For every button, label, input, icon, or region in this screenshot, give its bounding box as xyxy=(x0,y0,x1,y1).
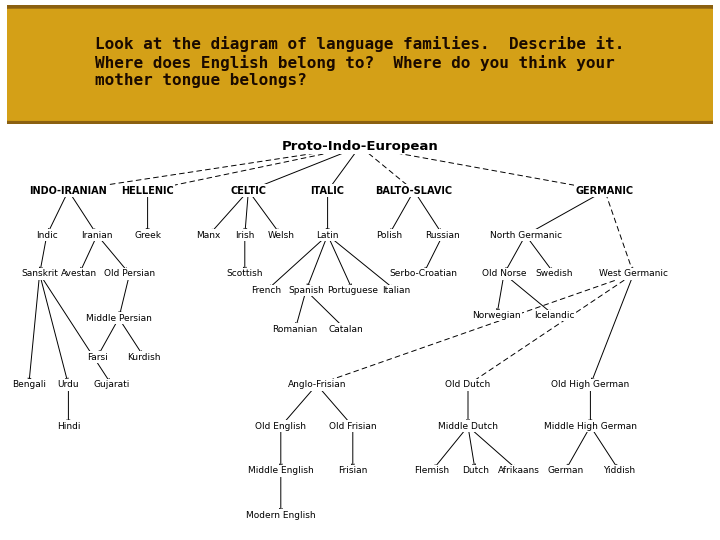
Text: Hindi: Hindi xyxy=(57,422,80,431)
Text: Old Persian: Old Persian xyxy=(104,269,156,279)
Text: Spanish: Spanish xyxy=(288,286,324,295)
Text: Farsi: Farsi xyxy=(87,353,107,362)
Text: Latin: Latin xyxy=(316,231,339,240)
Text: West Germanic: West Germanic xyxy=(599,269,668,279)
Text: French: French xyxy=(251,286,282,295)
Text: Old English: Old English xyxy=(256,422,306,431)
Text: Afrikaans: Afrikaans xyxy=(498,466,539,475)
Text: ITALIC: ITALIC xyxy=(310,186,345,195)
Text: Icelandic: Icelandic xyxy=(534,311,575,320)
Text: Scottish: Scottish xyxy=(227,269,263,279)
Text: Greek: Greek xyxy=(134,231,161,240)
Text: INDO-IRANIAN: INDO-IRANIAN xyxy=(30,186,107,195)
Text: Old Frisian: Old Frisian xyxy=(329,422,377,431)
Text: Look at the diagram of language families.  Describe it.
Where does English belon: Look at the diagram of language families… xyxy=(95,36,625,89)
Text: Old High German: Old High German xyxy=(552,380,629,389)
Text: Polish: Polish xyxy=(376,231,402,240)
Text: Gujarati: Gujarati xyxy=(94,380,130,389)
Text: Frisian: Frisian xyxy=(338,466,367,475)
Text: Avestan: Avestan xyxy=(61,269,97,279)
Text: Proto-Indo-European: Proto-Indo-European xyxy=(282,140,438,153)
Text: Anglo-Frisian: Anglo-Frisian xyxy=(287,380,346,389)
Text: GERMANIC: GERMANIC xyxy=(576,186,634,195)
Text: BALTO-SLAVIC: BALTO-SLAVIC xyxy=(375,186,453,195)
Text: Swedish: Swedish xyxy=(536,269,573,279)
Text: Catalan: Catalan xyxy=(328,325,363,334)
Text: Portuguese: Portuguese xyxy=(328,286,378,295)
Text: Old Dutch: Old Dutch xyxy=(446,380,490,389)
Text: North Germanic: North Germanic xyxy=(490,231,562,240)
Text: Middle Persian: Middle Persian xyxy=(86,314,152,323)
Text: Old Norse: Old Norse xyxy=(482,269,526,279)
Text: Iranian: Iranian xyxy=(81,231,113,240)
Text: Middle Dutch: Middle Dutch xyxy=(438,422,498,431)
Text: Indic: Indic xyxy=(36,231,58,240)
Text: CELTIC: CELTIC xyxy=(230,186,266,195)
Text: Middle High German: Middle High German xyxy=(544,422,637,431)
Text: German: German xyxy=(547,466,583,475)
Text: Serbo-Croatian: Serbo-Croatian xyxy=(390,269,457,279)
Text: Modern English: Modern English xyxy=(246,510,315,519)
Text: Sanskrit: Sanskrit xyxy=(21,269,58,279)
Text: Urdu: Urdu xyxy=(58,380,79,389)
Text: Italian: Italian xyxy=(382,286,410,295)
Text: Manx: Manx xyxy=(197,231,221,240)
Text: Yiddish: Yiddish xyxy=(603,466,635,475)
Text: Russian: Russian xyxy=(426,231,460,240)
Text: Kurdish: Kurdish xyxy=(127,353,161,362)
Text: Middle English: Middle English xyxy=(248,466,314,475)
Text: Romanian: Romanian xyxy=(273,325,318,334)
Text: Flemish: Flemish xyxy=(415,466,449,475)
Text: Welsh: Welsh xyxy=(267,231,294,240)
Text: Bengali: Bengali xyxy=(12,380,46,389)
Text: Irish: Irish xyxy=(235,231,254,240)
Text: Norwegian: Norwegian xyxy=(472,311,521,320)
FancyBboxPatch shape xyxy=(0,6,720,123)
Text: HELLENIC: HELLENIC xyxy=(121,186,174,195)
Text: Dutch: Dutch xyxy=(462,466,489,475)
